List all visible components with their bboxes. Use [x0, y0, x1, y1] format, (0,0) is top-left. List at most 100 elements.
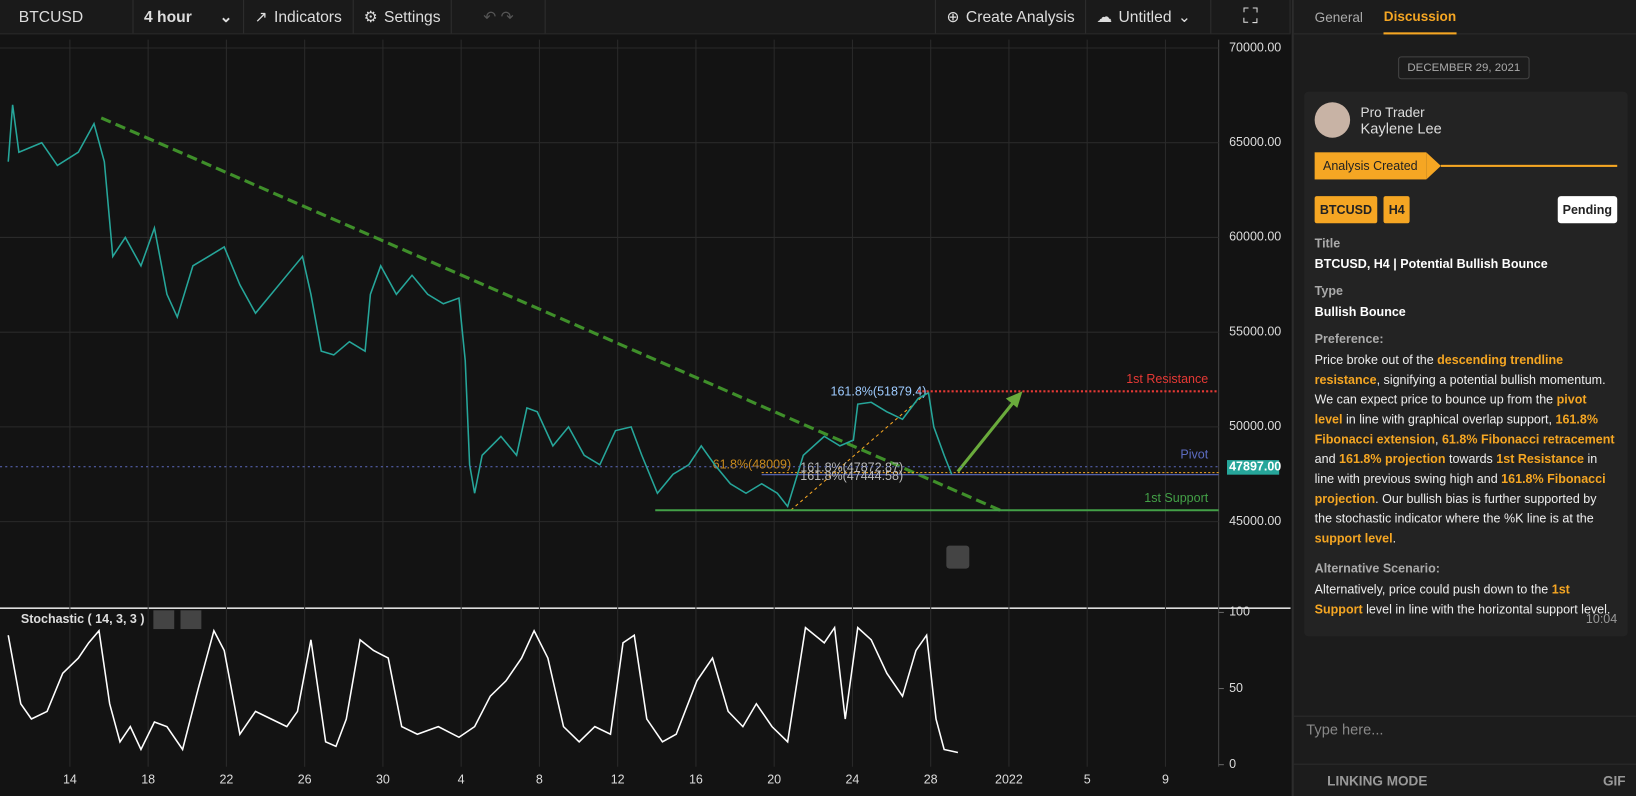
- layout[interactable]: ☁ Untitled ⌄: [1086, 0, 1212, 34]
- linking-mode[interactable]: LINKING MODE: [1327, 772, 1428, 789]
- idea-icon[interactable]: [946, 545, 970, 569]
- x-tick-label: 5: [1084, 773, 1091, 787]
- indicators[interactable]: ↗ Indicators: [244, 0, 354, 34]
- x-tick-label: 16: [689, 773, 703, 787]
- text-segment: towards: [1445, 451, 1497, 467]
- field-label: Alternative Scenario:: [1314, 561, 1440, 576]
- fib-label: 161.8%(51879.4): [831, 385, 927, 399]
- preference: Price broke out of the descending trendl…: [1315, 351, 1618, 549]
- y-tick-label: 65000.00: [1229, 135, 1281, 149]
- x-tick-label: 12: [611, 773, 625, 787]
- tag: H4: [1383, 196, 1410, 224]
- x-tick-label: 22: [219, 773, 233, 787]
- icon: ⚙: [363, 8, 378, 27]
- create-label: Create Analysis: [965, 7, 1075, 26]
- gif[interactable]: GIF: [1602, 772, 1626, 789]
- chevron: ⌄: [219, 8, 233, 27]
- price-tag: 47897.00: [1229, 460, 1281, 474]
- icon: ☁: [1096, 8, 1113, 27]
- chevron: ⌄: [1177, 8, 1191, 27]
- text-segment: 1st Resistance: [1496, 451, 1584, 467]
- x-tick-label: 20: [767, 773, 781, 787]
- fib-line: [790, 390, 929, 511]
- message-input[interactable]: Type here...: [1293, 715, 1636, 762]
- fields: Title BTCUSD, H4 | Potential Bullish Boun…: [1315, 236, 1618, 319]
- text-segment: in line with graphical overlap support,: [1342, 412, 1556, 427]
- author-name: Kaylene Lee: [1360, 119, 1442, 137]
- text-segment: Alternatively, price could push down to …: [1314, 582, 1552, 597]
- x-tick-label: 26: [298, 773, 312, 787]
- x-tick-label: 24: [845, 773, 859, 787]
- text-segment: pivot level: [1314, 392, 1587, 427]
- side-panel: General Discussion DECEMBER 29, 2021 Pro…: [1291, 0, 1636, 796]
- text-segment: descending trendline resistance: [1314, 352, 1564, 388]
- y-tick-label: 0: [1229, 757, 1236, 771]
- fullscreen[interactable]: ⛶: [1211, 0, 1291, 34]
- role: Pro Trader: [1360, 103, 1425, 120]
- toolbar: BTCUSD 4 hour ⌄ ↗ Indicators ⚙ Settings ↶ ↷…: [0, 0, 1291, 35]
- text-segment: and: [1314, 451, 1340, 467]
- chart: 161.8%(51879.4) 61.8%(48009) 161.8%(4787…: [0, 39, 1291, 787]
- settings-label: Settings: [384, 7, 441, 26]
- event: Analysis Created: [1314, 152, 1618, 180]
- tab[interactable]: General: [1314, 8, 1363, 25]
- x-tick-label: 8: [536, 773, 543, 787]
- tabs: General Discussion: [1293, 0, 1636, 35]
- date-chip: DECEMBER 29, 2021: [1398, 56, 1530, 80]
- tag: BTCUSD: [1314, 196, 1378, 224]
- price-line: [7, 104, 953, 509]
- event-arrow: [1425, 152, 1441, 180]
- settings[interactable]: ⚙ Settings: [353, 0, 453, 34]
- interval[interactable]: 4 hour ⌄: [134, 0, 245, 34]
- indicator-title: Stochastic ( 14, 3, 3 ): [21, 612, 145, 626]
- text-segment: 61.8% Fibonacci retracement: [1441, 431, 1615, 447]
- tab-active[interactable]: Discussion: [1383, 0, 1457, 34]
- field-value: BTCUSD, H4 | Potential Bullish Bounce: [1314, 256, 1548, 272]
- text-segment: in line with previous swing high and: [1314, 451, 1598, 487]
- arrow: [956, 396, 1019, 473]
- y-tick-label: 60000.00: [1229, 230, 1281, 244]
- text-segment: level in line with the horizontal suppor…: [1362, 601, 1611, 617]
- message-card: Pro Trader Kaylene Lee Analysis Created B…: [1304, 91, 1628, 637]
- x-tick-label: 4: [458, 773, 465, 787]
- x-tick-label: 28: [924, 773, 938, 787]
- level-label: 1st Support: [1144, 491, 1208, 505]
- status: Pending: [1557, 196, 1618, 224]
- text-segment: 161.8% projection: [1339, 451, 1446, 467]
- trendline: [100, 116, 1006, 514]
- x-tick-label: 30: [376, 773, 390, 787]
- indicator-settings[interactable]: [153, 610, 175, 630]
- x-tick-label: 2022: [995, 773, 1023, 787]
- event-label: Analysis Created: [1314, 152, 1426, 180]
- interval-label: 4 hour: [143, 7, 192, 26]
- text-segment: 161.8% Fibonacci extension: [1314, 412, 1598, 447]
- fib-label: 61.8%(48009): [713, 458, 792, 472]
- text-segment: 1st Support: [1314, 582, 1570, 617]
- field-label: Type: [1314, 283, 1343, 299]
- tags: BTCUSD H4 Pending: [1314, 196, 1618, 224]
- field-value: Bullish Bounce: [1314, 304, 1406, 320]
- create-analysis[interactable]: ⊕ Create Analysis: [935, 0, 1087, 34]
- field-label: Title: [1314, 235, 1341, 251]
- icon: ↗: [254, 8, 268, 27]
- text-segment: , signifying a potential bullish momentu…: [1314, 372, 1606, 407]
- x-tick-label: 9: [1162, 773, 1169, 787]
- level-label: 1st Resistance: [1126, 372, 1208, 386]
- indicator-delete[interactable]: [180, 610, 202, 630]
- text-segment: 161.8% Fibonacci projection: [1314, 471, 1606, 506]
- time: 10:04: [1585, 611, 1618, 626]
- text-segment: . Our bullish bias is further supported …: [1314, 491, 1597, 526]
- x-tick-label: 18: [141, 773, 155, 787]
- author: Pro Trader Kaylene Lee: [1314, 102, 1618, 138]
- text-segment: Price broke out of the: [1314, 352, 1438, 368]
- y-tick-label: 45000.00: [1229, 514, 1281, 528]
- indicators-label: Indicators: [273, 7, 342, 26]
- fib-label: 161.8%(47872.87): [800, 461, 903, 475]
- symbol[interactable]: BTCUSD: [0, 0, 134, 34]
- x-tick-label: 14: [63, 773, 77, 787]
- price-tag-bg: [1227, 460, 1280, 475]
- text-segment: .: [1392, 531, 1397, 546]
- undo-redo[interactable]: ↶ ↷: [452, 0, 546, 34]
- avatar: [1314, 102, 1351, 138]
